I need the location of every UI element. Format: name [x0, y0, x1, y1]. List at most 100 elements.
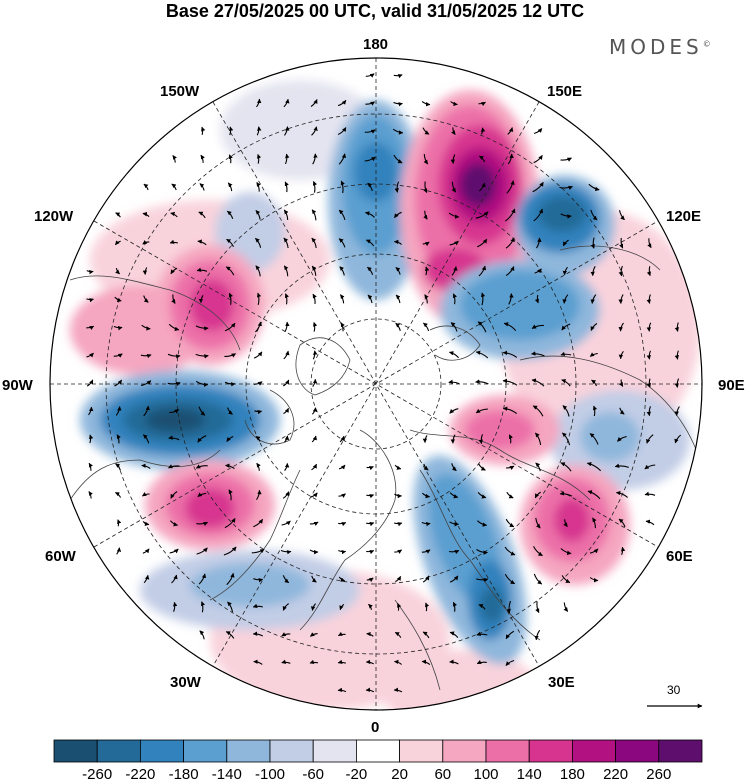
wind-vector [255, 237, 262, 248]
wind-vector [394, 464, 402, 470]
wind-vector [86, 379, 94, 387]
wind-vector [142, 267, 148, 275]
wind-vector [169, 239, 179, 244]
wind-vector [534, 432, 542, 446]
colorbar-box [658, 739, 703, 763]
wind-vector [143, 295, 149, 303]
wind-vector [562, 294, 569, 304]
wind-vector [253, 518, 264, 528]
colorbar-box [183, 739, 228, 763]
wind-vector [337, 127, 347, 135]
coastlines [69, 245, 701, 691]
wind-vector [309, 549, 319, 555]
wind-vector [228, 489, 233, 501]
wind-vector [392, 128, 404, 135]
wind-vector [115, 212, 121, 218]
wind-vector [255, 210, 261, 220]
wind-vector [505, 659, 515, 666]
wind-vector [337, 100, 347, 107]
colorbar-tick-label: -20 [345, 766, 368, 783]
wind-vector [618, 210, 625, 221]
wind-vector [393, 687, 403, 693]
wind-vector [477, 321, 487, 333]
wind-vector [620, 546, 626, 556]
wind-vector [227, 182, 233, 192]
wind-vector [283, 209, 289, 221]
wind-vector [226, 435, 234, 442]
wind-vector [475, 350, 489, 359]
modes-logo: MODES© [609, 35, 711, 59]
wind-vector [617, 436, 627, 442]
wind-vector [393, 101, 403, 107]
lon-label-0: 0 [371, 719, 380, 736]
wind-vector [424, 294, 429, 304]
wind-vector [86, 325, 95, 331]
wind-vector [338, 631, 346, 637]
wind-vector [172, 155, 177, 163]
wind-vector [311, 209, 317, 221]
wind-vector [339, 603, 345, 611]
wind-vector [448, 379, 460, 385]
wind-vector [425, 602, 430, 612]
wind-vector [225, 266, 235, 276]
wind-vector [142, 240, 150, 245]
wind-vector [311, 265, 317, 276]
wind-vector [142, 548, 150, 554]
wind-vector [561, 379, 571, 387]
wind-vector [502, 406, 518, 415]
wind-vector [618, 350, 624, 360]
colorbar-tick-label: 20 [391, 766, 408, 783]
wind-vector [394, 493, 403, 499]
wind-vector [533, 546, 543, 557]
wind-vector [283, 98, 290, 108]
wind-vector [140, 353, 152, 359]
wind-vector [478, 265, 487, 277]
colorbar-box [442, 739, 487, 763]
wind-vector [283, 237, 289, 249]
wind-vector [173, 601, 178, 612]
wind-vector [338, 493, 346, 498]
wind-vector [142, 434, 150, 444]
wind-vector [199, 630, 205, 640]
wind-vector [228, 292, 233, 305]
wind-vector [423, 210, 428, 220]
wind-vector [224, 322, 236, 332]
wind-vector [367, 266, 374, 275]
wind-vector [196, 267, 208, 272]
wind-vector [531, 324, 544, 329]
wind-vector [365, 687, 375, 693]
colorbar-tick-label: -100 [254, 766, 286, 783]
wind-vector [589, 352, 598, 357]
wind-vector [588, 183, 600, 192]
wind-vector [252, 631, 264, 637]
wind-vector [143, 183, 149, 191]
wind-vector [364, 211, 375, 218]
wind-vector [311, 435, 317, 443]
wind-vector [502, 378, 518, 386]
wind-vector [393, 659, 402, 665]
wind-vector [562, 405, 570, 417]
wind-vector [449, 408, 459, 414]
wind-vector [674, 322, 679, 332]
wind-vector [422, 241, 430, 247]
wind-vector [618, 379, 624, 387]
wind-vector [506, 600, 512, 614]
wind-vector [283, 408, 289, 415]
wind-vector [224, 353, 236, 358]
wind-vector [449, 575, 459, 583]
wind-vector [421, 549, 431, 554]
wind-vector [311, 237, 317, 248]
map-boundary [49, 57, 703, 711]
wind-vector [365, 239, 375, 247]
wind-vector [284, 321, 290, 333]
wind-vector [589, 548, 599, 554]
wind-vector [615, 490, 628, 498]
wind-vector [114, 240, 121, 246]
lon-label-30e: 30E [548, 674, 575, 691]
wind-vector [86, 352, 94, 358]
colorbar-box [139, 739, 184, 763]
wind-vector [366, 631, 374, 637]
wind-vector [366, 522, 375, 527]
wind-vector [143, 405, 150, 417]
wind-vector [338, 464, 346, 470]
